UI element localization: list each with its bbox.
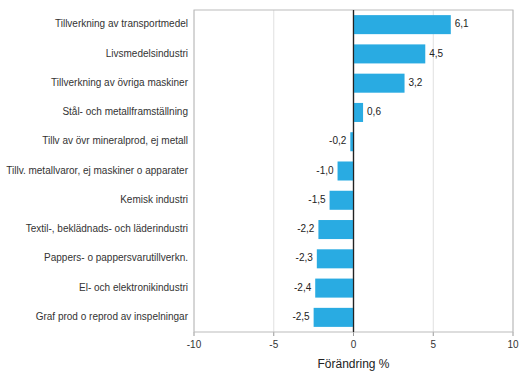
data-label: -1,0 xyxy=(316,165,334,176)
category-label: Pappers- o pappersvarutillverkn. xyxy=(44,252,188,263)
bar xyxy=(338,161,354,180)
grid-line xyxy=(273,10,274,332)
category-label: Tillv. metallvaror, ej maskiner o appara… xyxy=(6,165,188,176)
zero-line xyxy=(353,10,354,332)
bar xyxy=(354,103,364,122)
bar xyxy=(318,220,353,239)
category-label: Livsmedelsindustri xyxy=(106,48,188,59)
category-labels: Graf prod o reprod av inspelningar El- oc… xyxy=(6,18,188,322)
data-label: 6,1 xyxy=(455,18,469,29)
data-label: 3,2 xyxy=(409,77,423,88)
x-axis: -10 -5 0 5 10 xyxy=(187,332,519,350)
category-label: El- och elektronikindustri xyxy=(79,282,188,293)
bar xyxy=(315,279,353,298)
bar xyxy=(317,249,354,268)
category-label: Kemisk industri xyxy=(120,194,188,205)
data-label: -2,3 xyxy=(296,252,314,263)
category-label: Graf prod o reprod av inspelningar xyxy=(36,311,189,322)
zero-line xyxy=(353,10,354,332)
bar xyxy=(354,44,426,63)
chart-container: Graf prod o reprod av inspelningar El- oc… xyxy=(0,0,529,378)
tick-mark xyxy=(353,332,354,336)
tick-label: 0 xyxy=(351,339,357,350)
category-label: Tillverkning av övriga maskiner xyxy=(51,77,189,88)
data-label: -2,2 xyxy=(297,223,315,234)
tick-label: 5 xyxy=(430,339,436,350)
bar xyxy=(354,15,451,34)
category-label: Textil-, beklädnads- och läderindustri xyxy=(26,223,188,234)
background xyxy=(0,0,529,378)
category-label: Tillverkning av transportmedel xyxy=(55,18,188,29)
tick-mark xyxy=(513,332,514,336)
data-label: -2,4 xyxy=(294,282,312,293)
grid xyxy=(194,10,513,332)
tick-mark xyxy=(433,332,434,336)
category-label: Tillv av övr mineralprod, ej metall xyxy=(42,135,188,146)
category-label: Stål- och metallframställning xyxy=(62,106,188,117)
tick-label: -10 xyxy=(187,339,202,350)
data-label: -2,5 xyxy=(292,311,310,322)
data-label: 0,6 xyxy=(367,106,381,117)
tick-mark xyxy=(194,332,195,336)
tick-mark xyxy=(273,332,274,336)
plot-frame xyxy=(194,10,513,332)
bar xyxy=(330,191,354,210)
data-label: -1,5 xyxy=(308,194,326,205)
bar xyxy=(314,308,354,327)
x-axis-label: Förändring % xyxy=(317,357,389,371)
data-label: -0,2 xyxy=(329,135,347,146)
bar xyxy=(354,74,405,93)
tick-label: 10 xyxy=(507,339,519,350)
tick-label: -5 xyxy=(269,339,278,350)
bars xyxy=(314,15,451,327)
chart: Graf prod o reprod av inspelningar El- oc… xyxy=(0,0,529,378)
data-label: 4,5 xyxy=(429,48,443,59)
data-labels: -2,5 -2,4 -2,3 -2,2 -1,5 -1,0 -0,2 0,6 3,2 4,5 6,1 xyxy=(292,18,469,322)
